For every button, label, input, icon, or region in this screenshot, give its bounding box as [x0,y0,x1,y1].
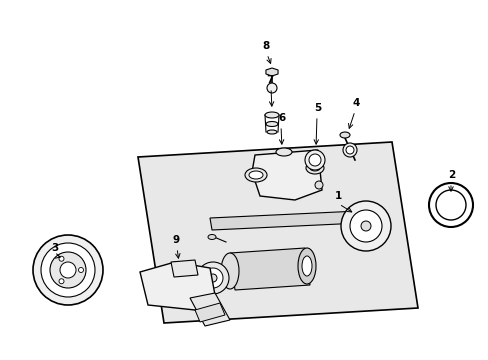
Text: 6: 6 [278,113,285,123]
Polygon shape [265,68,278,76]
Text: 3: 3 [51,243,59,253]
Text: 7: 7 [266,75,273,85]
Circle shape [41,243,95,297]
Text: 1: 1 [334,191,341,201]
Circle shape [59,256,64,261]
Text: 8: 8 [262,41,269,51]
Polygon shape [140,262,215,310]
Polygon shape [251,150,321,200]
Circle shape [435,190,465,220]
Circle shape [305,150,325,170]
Polygon shape [171,260,198,277]
Ellipse shape [302,256,311,276]
Circle shape [33,235,103,305]
Circle shape [349,210,381,242]
Circle shape [346,146,353,154]
Circle shape [208,274,217,282]
Polygon shape [229,248,309,290]
Circle shape [342,143,356,157]
Ellipse shape [264,112,279,118]
Text: 5: 5 [314,103,321,113]
Text: 9: 9 [172,235,179,245]
Circle shape [50,252,86,288]
Ellipse shape [309,165,319,171]
Circle shape [79,267,83,273]
Polygon shape [138,142,417,323]
Circle shape [360,221,370,231]
Ellipse shape [266,130,276,134]
Polygon shape [190,293,229,326]
Circle shape [340,201,390,251]
Ellipse shape [305,162,324,174]
Ellipse shape [248,171,263,179]
Polygon shape [195,303,224,322]
Ellipse shape [275,148,291,156]
Text: 2: 2 [447,170,455,180]
Polygon shape [209,210,381,230]
Ellipse shape [207,234,216,239]
Ellipse shape [265,122,278,126]
Ellipse shape [314,181,323,189]
Text: 4: 4 [351,98,359,108]
Circle shape [60,262,76,278]
Ellipse shape [221,253,239,289]
Circle shape [203,268,223,288]
Ellipse shape [339,132,349,138]
Circle shape [308,154,320,166]
Circle shape [59,279,64,284]
Ellipse shape [244,168,266,182]
Circle shape [266,83,276,93]
Circle shape [197,262,228,294]
Ellipse shape [297,248,315,284]
